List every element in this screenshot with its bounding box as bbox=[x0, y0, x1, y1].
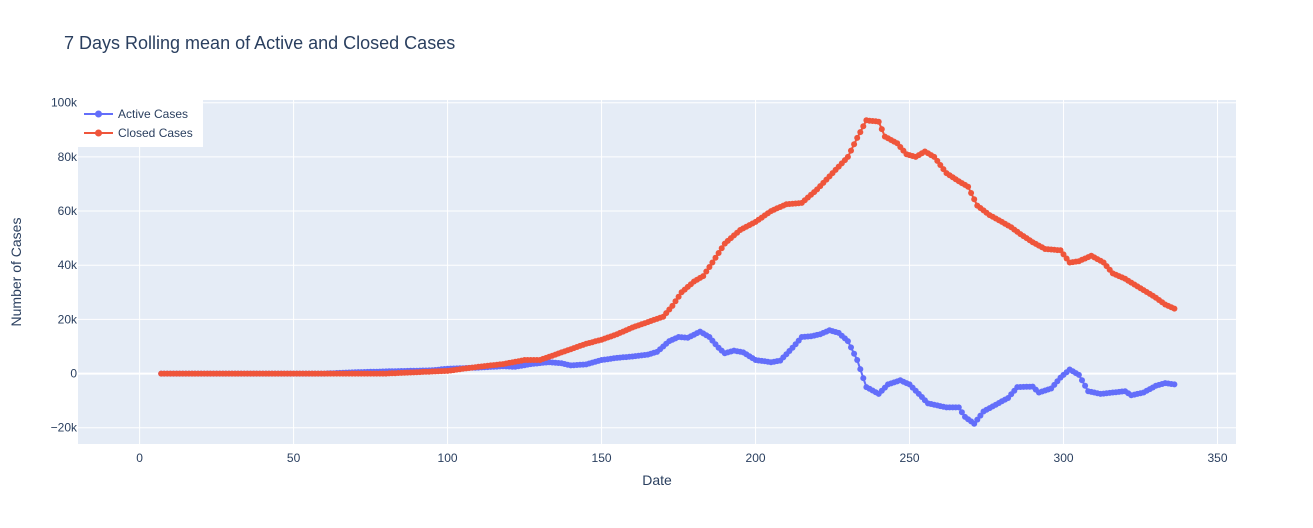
y-tick-label: −20k bbox=[51, 421, 78, 435]
data-point-active-cases[interactable] bbox=[851, 350, 858, 357]
data-point-closed-cases[interactable] bbox=[1057, 247, 1064, 254]
y-tick-label: 80k bbox=[58, 150, 78, 164]
data-point-closed-cases[interactable] bbox=[860, 123, 867, 130]
data-point-closed-cases[interactable] bbox=[875, 118, 882, 125]
x-tick-label: 200 bbox=[746, 451, 766, 465]
y-axis-label: Number of Cases bbox=[8, 218, 24, 327]
plot-area bbox=[78, 100, 1236, 444]
legend[interactable]: Active Cases Closed Cases bbox=[78, 100, 203, 147]
legend-label-active: Active Cases bbox=[118, 107, 188, 121]
x-tick-label: 350 bbox=[1208, 451, 1228, 465]
data-point-closed-cases[interactable] bbox=[715, 250, 722, 256]
y-tick-label: 100k bbox=[51, 96, 78, 110]
x-tick-label: 100 bbox=[438, 451, 458, 465]
data-point-active-cases[interactable] bbox=[1079, 377, 1085, 384]
data-point-active-cases[interactable] bbox=[1075, 371, 1082, 378]
data-point-active-cases[interactable] bbox=[977, 412, 984, 419]
data-point-closed-cases[interactable] bbox=[878, 126, 885, 133]
legend-item-closed-cases[interactable]: Closed Cases bbox=[84, 126, 193, 140]
data-point-closed-cases[interactable] bbox=[971, 196, 978, 203]
data-point-active-cases[interactable] bbox=[958, 409, 965, 416]
data-point-closed-cases[interactable] bbox=[709, 259, 716, 266]
data-point-closed-cases[interactable] bbox=[675, 293, 682, 300]
x-tick-label: 50 bbox=[287, 451, 301, 465]
data-point-closed-cases[interactable] bbox=[857, 129, 864, 136]
data-point-active-cases[interactable] bbox=[955, 404, 962, 411]
data-point-active-cases[interactable] bbox=[854, 357, 861, 363]
data-point-closed-cases[interactable] bbox=[965, 183, 972, 190]
data-point-closed-cases[interactable] bbox=[1060, 251, 1067, 258]
data-point-closed-cases[interactable] bbox=[700, 273, 707, 280]
x-tick-label: 250 bbox=[900, 451, 920, 465]
y-tick-label: 0 bbox=[70, 367, 77, 381]
data-point-active-cases[interactable] bbox=[1171, 381, 1178, 388]
series-closed-cases bbox=[158, 117, 1178, 377]
data-point-closed-cases[interactable] bbox=[718, 245, 725, 252]
x-tick-label: 300 bbox=[1054, 451, 1074, 465]
data-point-closed-cases[interactable] bbox=[851, 141, 858, 148]
data-point-closed-cases[interactable] bbox=[672, 298, 679, 305]
data-point-closed-cases[interactable] bbox=[848, 147, 854, 154]
legend-label-closed: Closed Cases bbox=[118, 126, 193, 140]
x-tick-label: 150 bbox=[592, 451, 612, 465]
x-axis-ticks: 0 50 100 150 200 250 300 350 bbox=[136, 451, 1228, 465]
data-point-active-cases[interactable] bbox=[1082, 382, 1089, 389]
data-point-closed-cases[interactable] bbox=[968, 190, 975, 196]
data-point-closed-cases[interactable] bbox=[703, 268, 710, 275]
data-point-closed-cases[interactable] bbox=[706, 264, 713, 270]
data-point-closed-cases[interactable] bbox=[844, 153, 851, 160]
data-point-active-cases[interactable] bbox=[857, 366, 864, 373]
data-point-closed-cases[interactable] bbox=[669, 302, 676, 309]
legend-marker-closed bbox=[95, 129, 102, 137]
data-point-active-cases[interactable] bbox=[860, 375, 867, 382]
data-point-closed-cases[interactable] bbox=[854, 134, 861, 141]
data-point-active-cases[interactable] bbox=[971, 420, 978, 427]
data-point-closed-cases[interactable] bbox=[1171, 305, 1178, 312]
chart-title: 7 Days Rolling mean of Active and Closed… bbox=[64, 33, 455, 53]
legend-item-active-cases[interactable]: Active Cases bbox=[84, 107, 188, 121]
data-point-closed-cases[interactable] bbox=[712, 254, 719, 261]
y-tick-label: 60k bbox=[58, 204, 78, 218]
series-layer bbox=[158, 117, 1178, 427]
data-point-active-cases[interactable] bbox=[848, 344, 854, 351]
data-point-closed-cases[interactable] bbox=[934, 157, 941, 164]
data-point-closed-cases[interactable] bbox=[937, 162, 944, 168]
data-point-active-cases[interactable] bbox=[844, 338, 851, 345]
x-tick-label: 0 bbox=[136, 451, 143, 465]
legend-background bbox=[78, 100, 203, 147]
y-axis-ticks: −20k 0 20k 40k 60k 80k 100k bbox=[51, 96, 78, 435]
y-tick-label: 20k bbox=[58, 312, 78, 326]
x-axis-label: Date bbox=[642, 472, 672, 488]
y-tick-label: 40k bbox=[58, 258, 78, 272]
legend-marker-active bbox=[95, 110, 102, 118]
